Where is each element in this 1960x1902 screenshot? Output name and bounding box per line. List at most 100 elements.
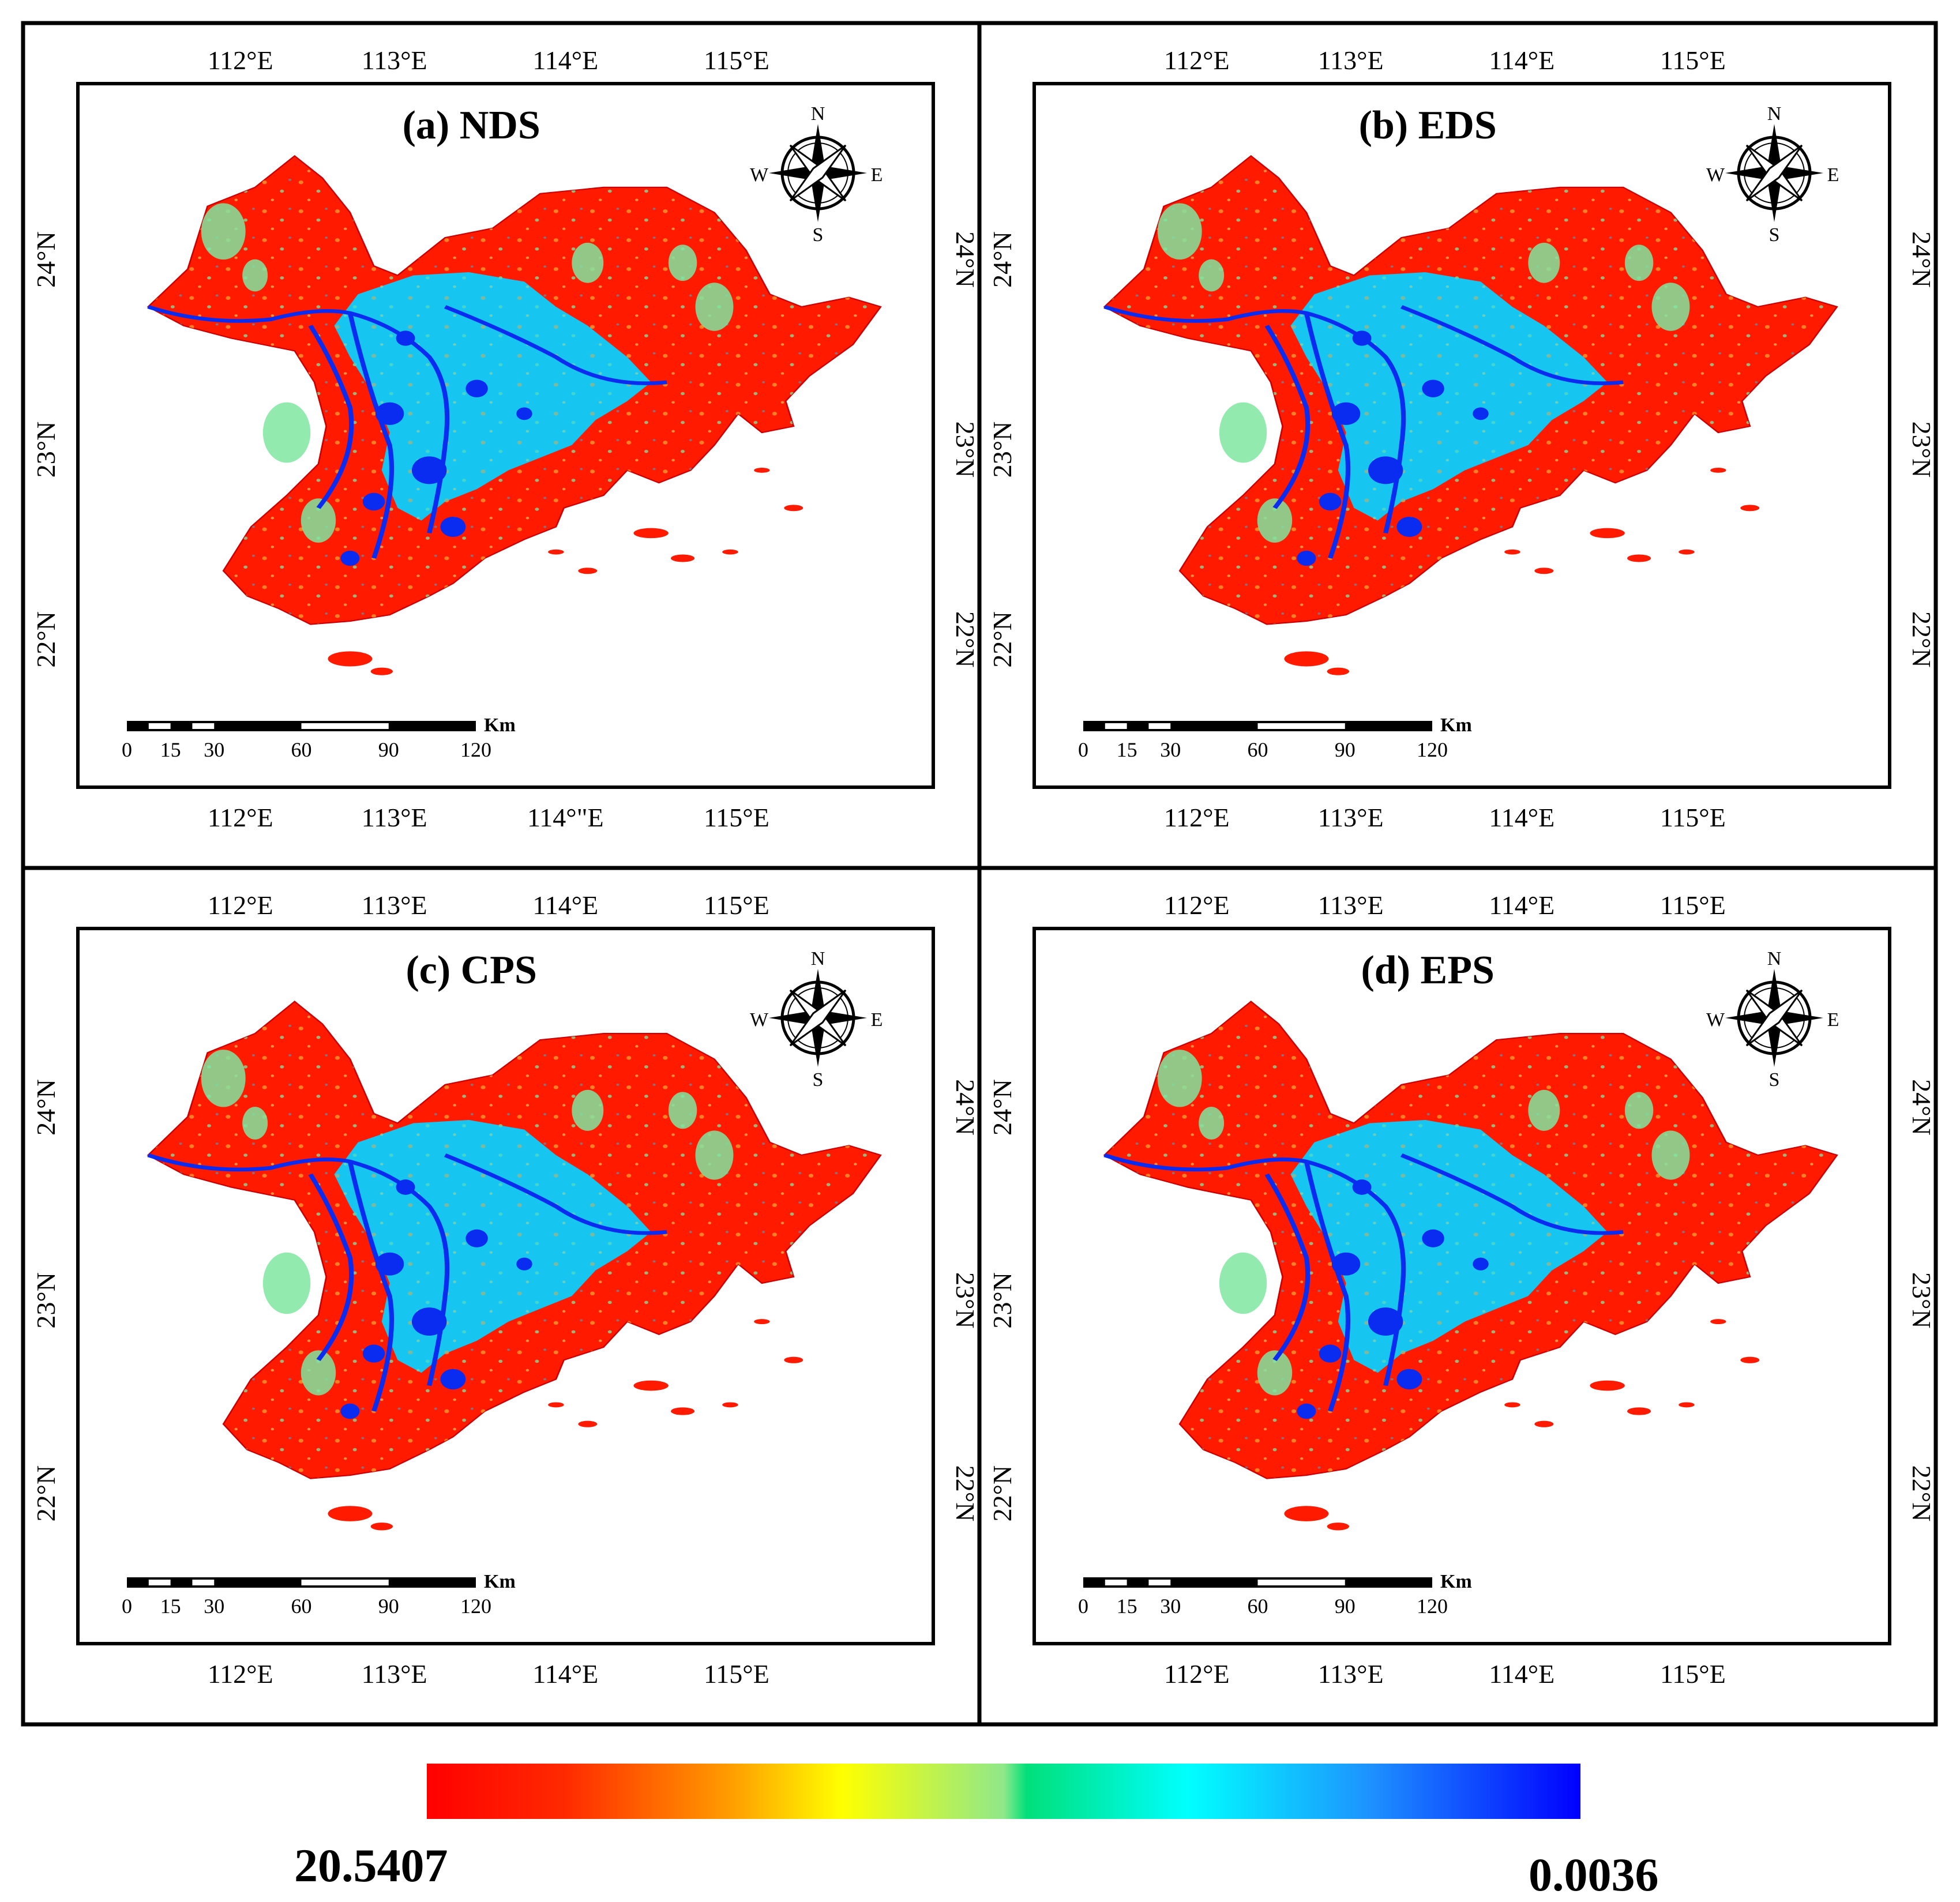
scale-bar: Km 0 15 30 60 90 120 [1078,1571,1472,1618]
top-lon-label: 114°E [532,46,598,75]
bottom-lon-label: 115°E [704,1659,769,1689]
mid-value-patch [1651,1130,1690,1180]
island [578,1420,598,1427]
right-lat-label: 22°N [951,611,980,668]
lowest-value-patch [411,456,447,484]
compass-w-label: W [750,164,769,186]
island [1679,549,1695,555]
color-ramp [427,1764,1580,1819]
scale-tick-label: 0 [122,1595,132,1618]
scale-tick-label: 0 [1078,738,1088,761]
compass-e-label: E [1827,164,1839,186]
mid-value-patch [695,283,734,331]
island [754,468,770,473]
island [1284,1506,1329,1521]
river [1264,1173,1311,1361]
lowest-value-patch [1473,407,1489,420]
scale-tick-label: 90 [1335,738,1356,761]
top-lon-label: 113°E [362,46,427,75]
bottom-lon-label: 112°E [1164,1659,1230,1689]
mid-value-patch [242,259,268,292]
lowest-value-patch [1396,517,1422,537]
lowest-value-patch [1368,1307,1403,1336]
lowest-value-patch [411,1307,447,1336]
mid-value-patch [262,1252,311,1314]
bottom-lon-label: 113°E [362,1659,427,1689]
river [308,325,354,509]
island [1504,549,1520,555]
river [444,305,667,385]
panel-title: (a) NDS [403,103,540,148]
island [784,505,803,512]
compass-n-label: N [1767,103,1782,125]
mid-value-patch [242,1107,268,1140]
river [1400,1153,1624,1235]
island [1327,667,1350,675]
island [754,1319,770,1325]
island [548,1402,564,1408]
island [1710,468,1726,473]
scale-unit: Km [1440,1571,1472,1592]
mid-value-patch [1199,1107,1225,1140]
island [1590,1380,1625,1391]
lowest-value-patch [1473,1257,1489,1270]
mid-value-patch [1157,203,1202,260]
mid-value-patch [1651,283,1690,331]
mid-value-patch [1157,1050,1202,1107]
island [1534,567,1554,574]
compass-e-label: E [871,164,883,186]
mid-value-patch [668,245,697,281]
compass-e-label: E [1827,1009,1839,1031]
compass-n-label: N [811,948,825,969]
map-panel-c: 112°E 113°E 114°E 115°E 112°E 113°E 114°E 115°E… [21,866,982,1727]
top-lon-label: 113°E [1318,46,1384,75]
right-lat-label: 23°N [1907,422,1936,478]
legend-min-label: 0.0036 [1529,1848,1659,1899]
region-map [1103,1001,1838,1531]
compass-e-label: E [871,1009,883,1031]
mid-value-patch [201,203,246,260]
lowest-value-patch [1297,1403,1316,1419]
mid-value-patch [695,1130,734,1180]
left-lat-label: 22°N [987,1465,1017,1522]
right-lat-label: 23°N [951,1272,980,1329]
top-lon-label: 114°E [1489,890,1555,920]
compass-rose-icon: N S E W [750,948,883,1091]
lowest-value-patch [362,493,385,511]
left-lat-label: 23°N [31,1272,61,1329]
left-lat-label: 23°N [987,1272,1017,1329]
mid-value-patch [572,1089,604,1131]
mid-value-patch [262,402,311,463]
lowest-value-patch [1319,493,1342,511]
right-lat-label: 24°N [1907,231,1936,288]
region-map [147,1001,882,1531]
top-lon-label: 112°E [208,46,273,75]
island [328,651,373,667]
top-lon-label: 114°E [532,890,598,920]
left-lat-label: 24°N [987,1079,1017,1136]
left-lat-label: 24°N [31,1079,61,1136]
lowest-value-patch [1396,1369,1422,1390]
top-lon-label: 112°E [208,890,273,920]
river [444,1153,667,1235]
island [1504,1402,1520,1408]
lowest-value-patch [1297,550,1316,566]
island [722,1402,738,1408]
scale-tick-label: 120 [460,738,491,761]
island [1627,554,1651,562]
mid-value-patch [1219,1252,1267,1314]
scale-bar: Km 0 15 30 60 90 120 [1078,715,1472,761]
scale-tick-label: 60 [291,738,312,761]
top-lon-label: 115°E [704,46,769,75]
bottom-lon-label: 115°E [704,803,769,832]
river [1264,325,1311,509]
top-lon-label: 112°E [1164,890,1230,920]
lowest-value-patch [340,550,360,566]
right-lat-label: 22°N [951,1465,980,1522]
river [147,1153,450,1386]
compass-rose-icon: N S E W [1706,103,1839,246]
river [1304,1161,1351,1412]
right-lat-label: 24°N [951,231,980,288]
scale-tick-label: 60 [1248,738,1268,761]
